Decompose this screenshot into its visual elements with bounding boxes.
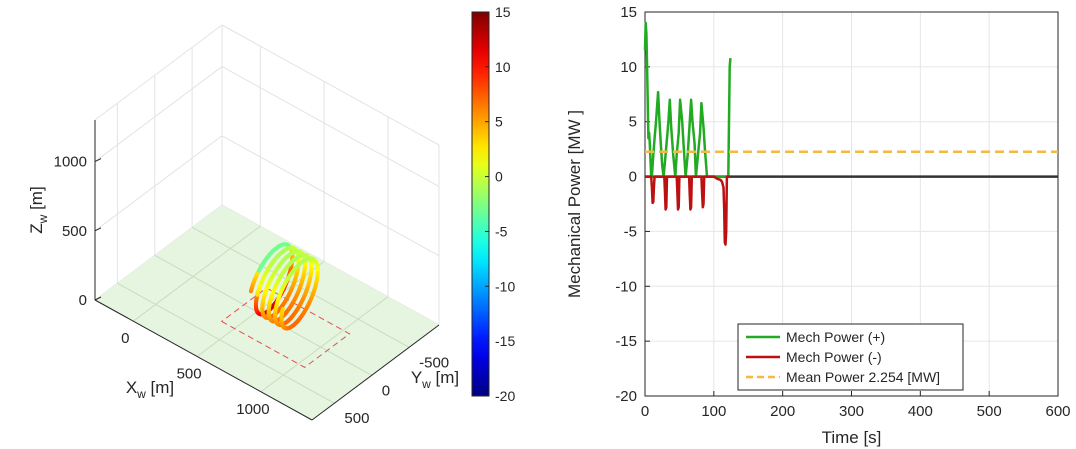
colorbar [471, 11, 490, 397]
x-tick-label: 400 [908, 403, 933, 420]
y-tick-label: -500 [419, 354, 449, 371]
legend-label: Mean Power 2.254 [MW] [786, 369, 940, 385]
y-axis-line [311, 324, 440, 421]
x-tick-label: 0 [641, 403, 649, 420]
left-wall-top-edge [94, 24, 223, 121]
legend-label: Mech Power (-) [786, 349, 882, 365]
y-tick-label: 500 [344, 410, 369, 427]
colorbar-tick-label: 10 [495, 59, 511, 75]
y-tick-label: 0 [382, 382, 390, 399]
x-axis-label: Time [s] [822, 428, 882, 447]
z-tick-label: 0 [79, 292, 87, 309]
z-tick-mark [94, 296, 102, 301]
x-tick-label: 500 [177, 365, 202, 382]
floor-gridline-x [260, 296, 389, 393]
z-gridline-back-wall [221, 66, 440, 187]
x-tick-label: 600 [1045, 403, 1070, 420]
colorbar-tick-label: 15 [495, 4, 511, 20]
colorbar-tick-label: -10 [495, 278, 515, 294]
z-tick-label: 1000 [54, 154, 87, 171]
series-line-1 [645, 175, 731, 246]
x-tick-label: 0 [121, 330, 129, 347]
3d-axes-group: 0 500 1000 0 500 1000 500 0 -500 Xw [m] Yw [m] Zw [… [27, 24, 459, 427]
z-gridline-left-wall [94, 135, 223, 232]
z-tick-label: 500 [62, 223, 87, 240]
z-tick-mark [94, 158, 102, 162]
colorbar-tick-label: -15 [495, 333, 515, 349]
x-axis-line [94, 299, 313, 421]
y-tick-label: -5 [624, 223, 637, 240]
x-axis-label: Xw [m] [126, 378, 174, 401]
x-tick-label: 200 [770, 403, 795, 420]
footprint-square [220, 287, 351, 368]
z-tick-mark [94, 227, 102, 232]
y-tick-label: 15 [620, 4, 637, 21]
y-tick-label: -10 [615, 278, 637, 295]
x-tick-label: 500 [977, 403, 1002, 420]
floor-gridline-x [132, 225, 261, 322]
y-tick-label: -20 [615, 388, 637, 405]
floor-gridline-y [117, 282, 335, 404]
series-line-0 [643, 21, 732, 178]
y-tick-label: 10 [620, 59, 637, 76]
y-tick-label: 0 [629, 169, 637, 186]
z-axis-label: Zw [m] [27, 186, 50, 233]
back-wall-top-edge [221, 24, 440, 146]
colorbar-tick-label: -5 [495, 223, 508, 239]
colorbar-tick-label: -20 [495, 388, 515, 404]
colorbar-group: 15 10 5 0 -5 -10 -15 -20 [471, 4, 515, 404]
x-tick-label: 100 [701, 403, 726, 420]
x-tick-label: 300 [839, 403, 864, 420]
colorbar-tick-label: 5 [495, 114, 503, 130]
x-tick-label: 1000 [236, 401, 269, 418]
2d-axes-group: 0 100 200 300 400 500 600 15 10 5 0 -5 -10 -15 -20 Time… [565, 4, 1071, 447]
legend-label: Mech Power (+) [786, 329, 885, 345]
y-axis-label: Yw [m] [411, 368, 459, 391]
y-tick-label: -15 [615, 333, 637, 350]
colorbar-tick-label: 0 [495, 169, 503, 185]
y-tick-label: 5 [629, 114, 637, 131]
z-gridline-back-wall [221, 135, 440, 257]
y-axis-label: Mechanical Power [MW ] [565, 110, 584, 298]
z-gridline-left-wall [94, 66, 223, 162]
